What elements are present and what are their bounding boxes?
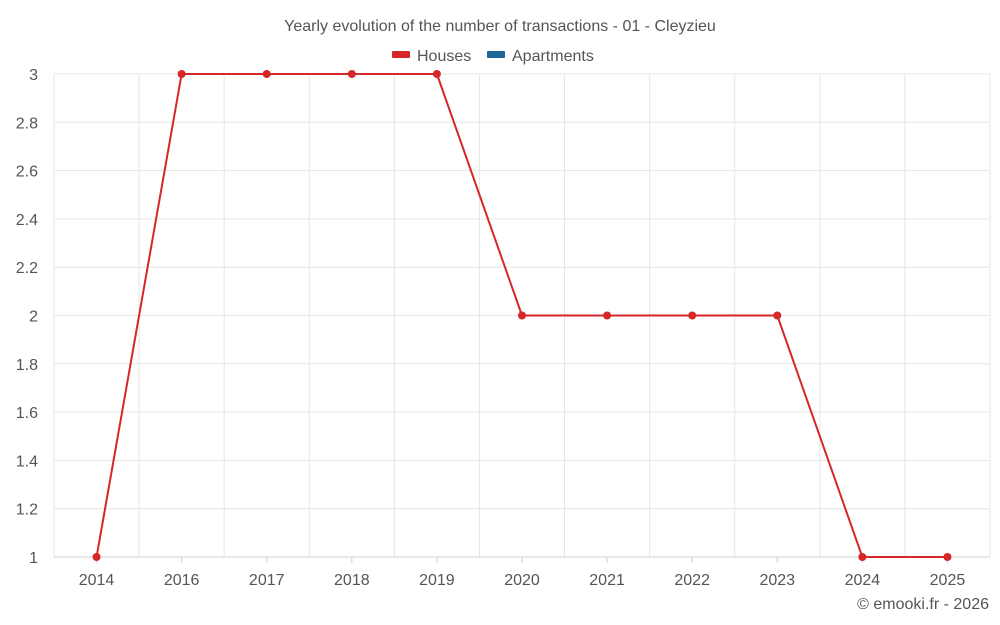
y-tick-label: 1.6: [16, 405, 38, 422]
y-tick-label: 2.2: [16, 260, 38, 277]
y-tick-label: 2.8: [16, 115, 38, 132]
x-tick-label: 2022: [674, 572, 710, 589]
x-tick-label: 2021: [589, 572, 625, 589]
legend-label-houses: Houses: [417, 48, 471, 65]
data-point[interactable]: [92, 553, 101, 561]
x-tick-label: 2023: [759, 572, 795, 589]
data-point[interactable]: [603, 311, 612, 320]
y-tick-label: 3: [29, 67, 38, 84]
data-point[interactable]: [177, 70, 186, 78]
y-tick-label: 2.4: [16, 212, 38, 229]
data-point[interactable]: [262, 70, 271, 78]
y-tick-label: 1.8: [16, 357, 38, 374]
x-tick-label: 2016: [164, 572, 200, 589]
data-point[interactable]: [518, 311, 526, 320]
y-tick-label: 2: [29, 309, 38, 326]
chart-title: Yearly evolution of the number of transa…: [284, 18, 716, 35]
x-tick-label: 2019: [419, 572, 455, 589]
y-tick-label: 1: [29, 550, 38, 567]
data-point[interactable]: [943, 553, 952, 561]
x-tick-label: 2017: [249, 572, 285, 589]
x-axis-ticks: 2014 2016 2017 2018 2019 2020 2021 2022 2023 2024…: [79, 557, 966, 589]
data-point[interactable]: [773, 311, 782, 320]
legend-item-houses[interactable]: Houses: [392, 48, 471, 65]
y-axis-ticks: 1 1.2 1.4 1.6 1.8 2 2.2 2.4 2.6 2.8 3: [16, 67, 38, 567]
legend: Houses Apartments: [392, 48, 594, 65]
y-tick-label: 2.6: [16, 164, 38, 181]
legend-item-apartments[interactable]: Apartments: [487, 48, 594, 65]
data-point[interactable]: [688, 311, 697, 320]
credit[interactable]: © emooki.fr - 2026: [857, 596, 989, 613]
y-tick-label: 1.2: [16, 502, 38, 519]
x-tick-label: 2024: [845, 572, 881, 589]
legend-swatch-houses: [392, 51, 410, 58]
legend-label-apartments: Apartments: [512, 48, 594, 65]
x-tick-label: 2020: [504, 572, 540, 589]
legend-swatch-apartments: [487, 51, 505, 58]
x-tick-label: 2014: [79, 572, 115, 589]
x-tick-label: 2018: [334, 572, 370, 589]
data-point[interactable]: [858, 553, 867, 561]
series-houses: [92, 70, 952, 561]
data-point[interactable]: [432, 70, 441, 78]
y-tick-label: 1.4: [16, 453, 38, 470]
series: [92, 70, 952, 561]
x-tick-label: 2025: [930, 572, 966, 589]
data-point[interactable]: [347, 70, 356, 78]
